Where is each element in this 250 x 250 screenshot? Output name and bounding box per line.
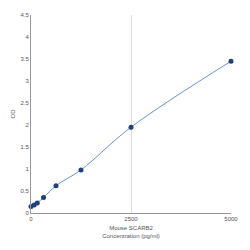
svg-text:0: 0 bbox=[25, 210, 29, 216]
svg-text:4: 4 bbox=[25, 34, 29, 40]
svg-text:OD: OD bbox=[10, 109, 16, 119]
svg-text:2.5: 2.5 bbox=[20, 100, 29, 106]
svg-text:0.5: 0.5 bbox=[20, 188, 29, 194]
svg-text:3: 3 bbox=[25, 78, 29, 84]
svg-text:3.5: 3.5 bbox=[20, 56, 29, 62]
svg-text:4.5: 4.5 bbox=[20, 12, 29, 18]
svg-text:2500: 2500 bbox=[124, 216, 138, 222]
svg-text:Mouse SCARB2Concentration (pg/: Mouse SCARB2Concentration (pg/ml) bbox=[102, 225, 160, 239]
svg-text:0: 0 bbox=[29, 216, 33, 222]
svg-text:1: 1 bbox=[25, 166, 29, 172]
svg-text:2: 2 bbox=[25, 122, 29, 128]
svg-text:1.5: 1.5 bbox=[20, 144, 29, 150]
svg-text:5000: 5000 bbox=[224, 216, 238, 222]
